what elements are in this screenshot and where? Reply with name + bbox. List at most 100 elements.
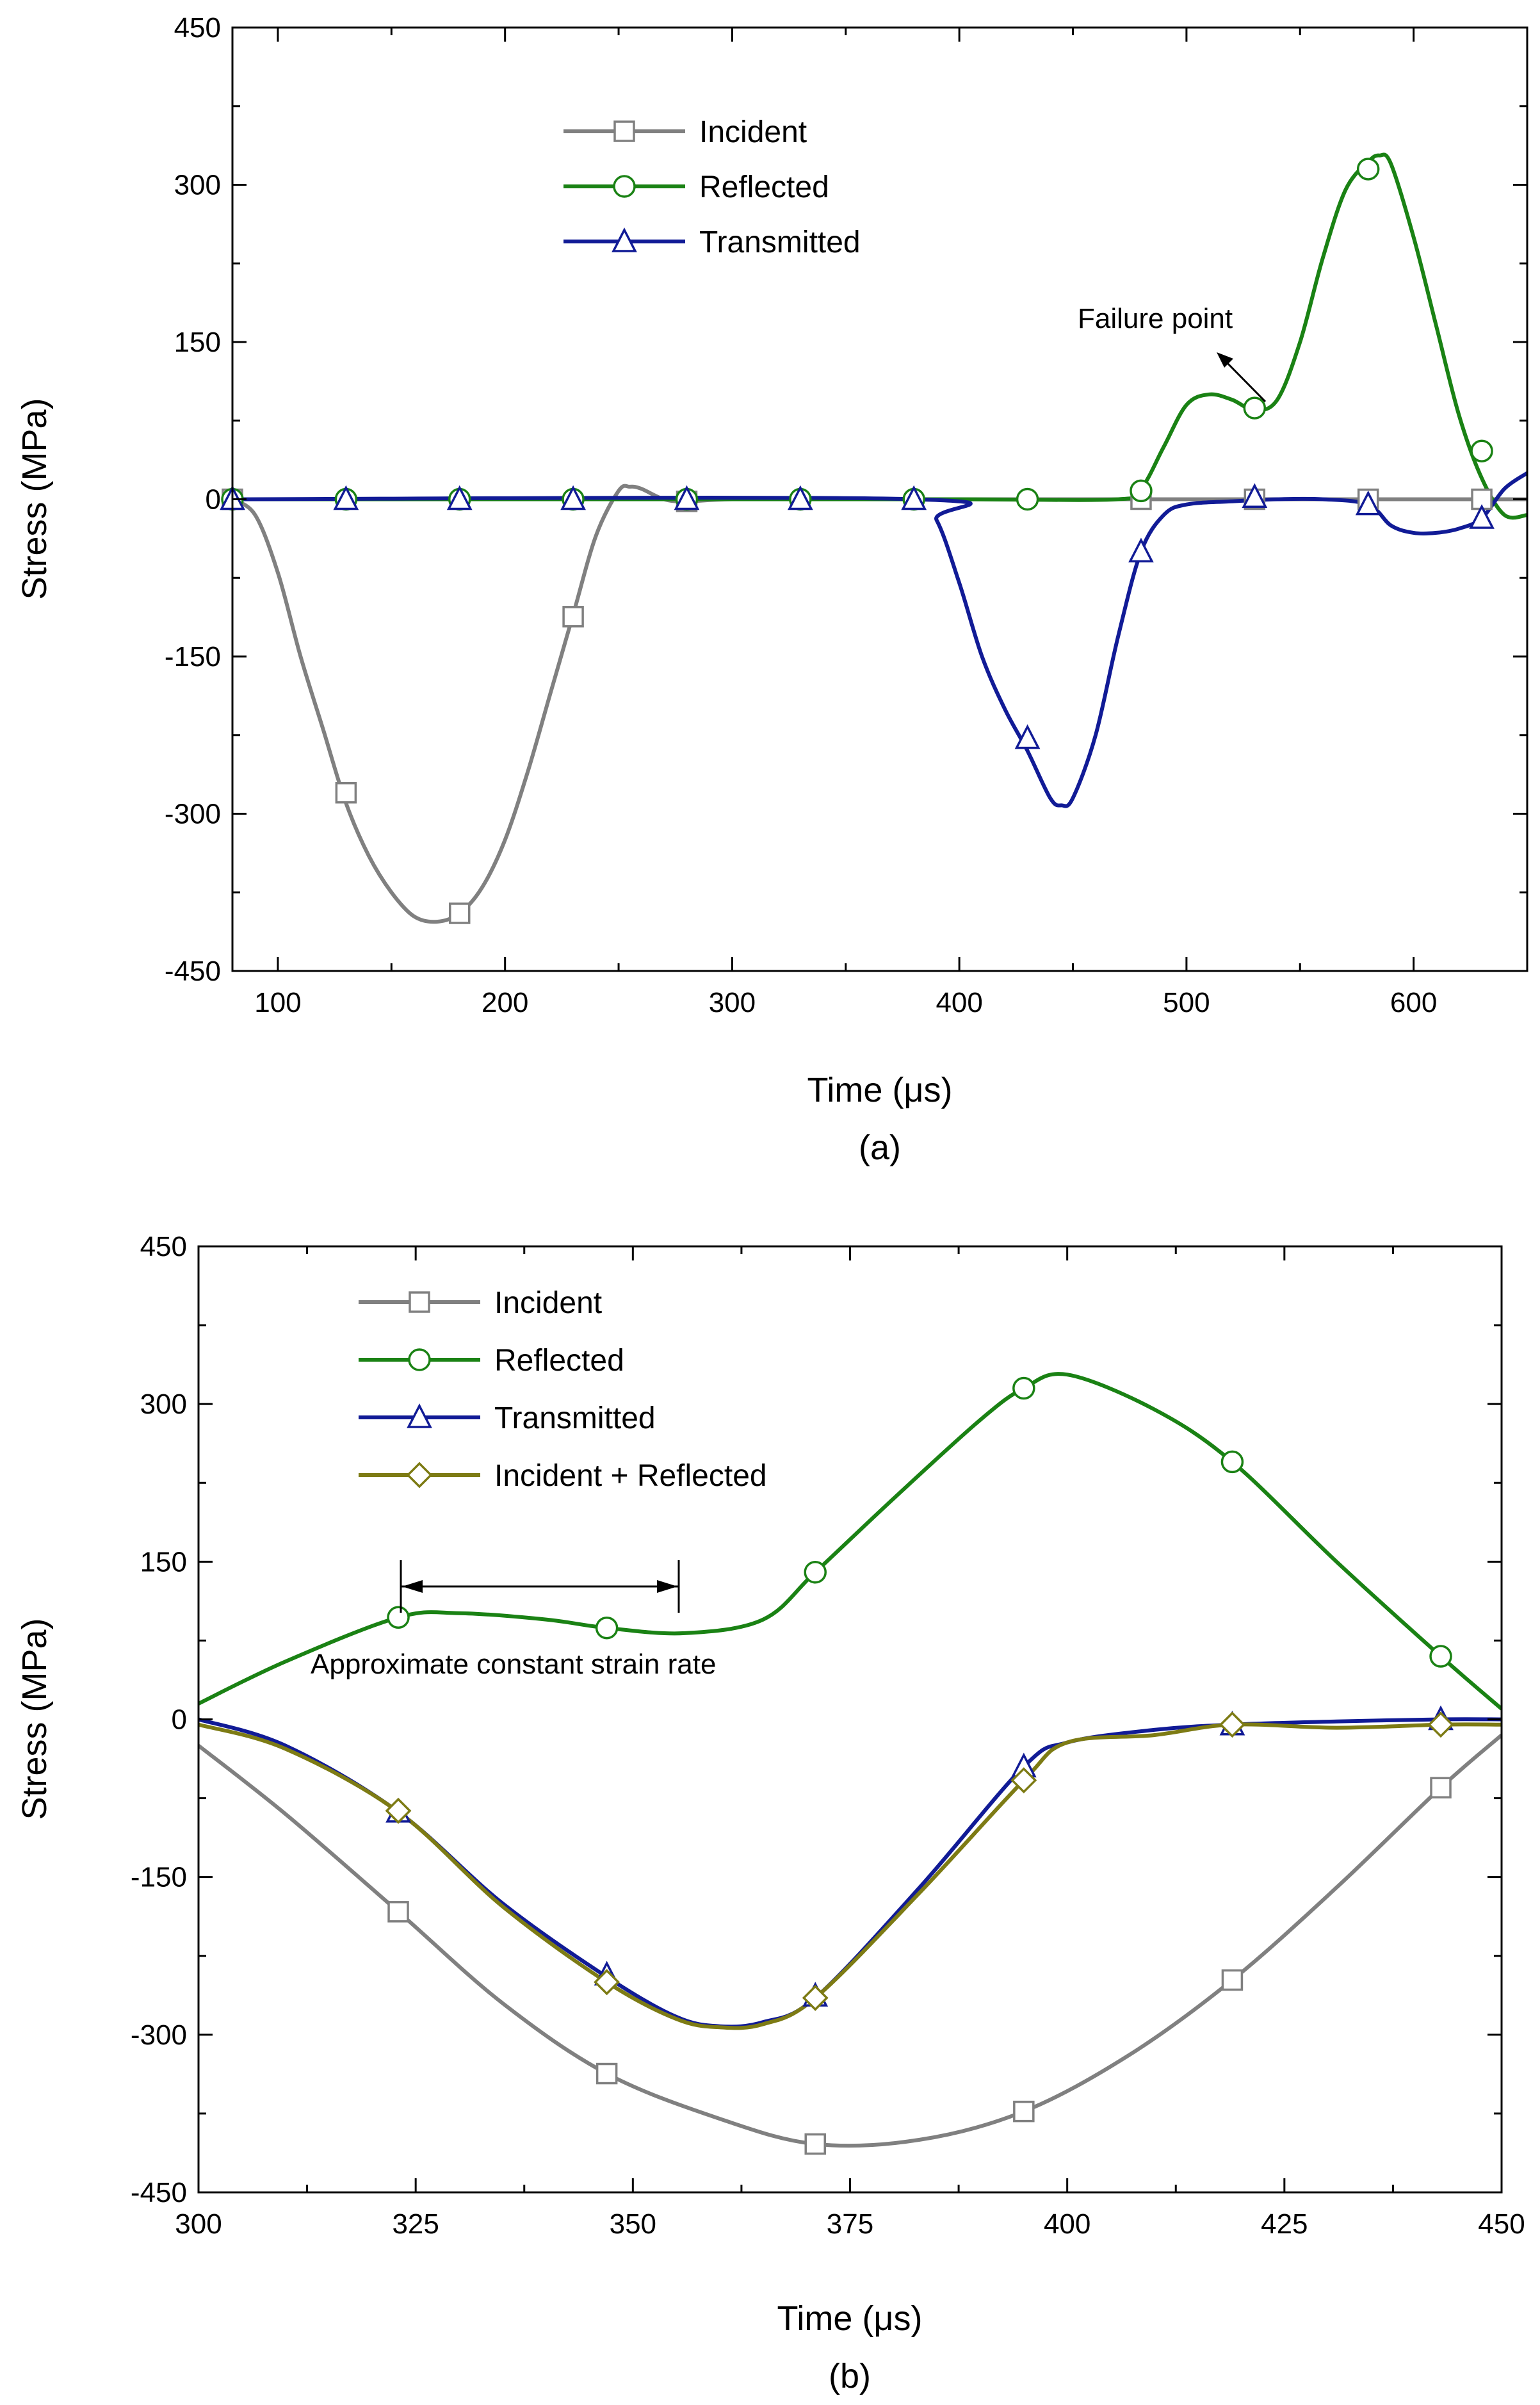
data-point-circle: [1356, 158, 1380, 181]
series-line-incident-reflected: [199, 1722, 1502, 2030]
data-point-triangle: [1128, 537, 1154, 563]
y-axis-title: Stress (MPa): [15, 398, 54, 599]
y-tick-label: -300: [165, 799, 221, 830]
legend-marker-triangle: [407, 1403, 432, 1428]
legend-label: Reflected: [699, 170, 829, 204]
data-point-triangle: [787, 485, 813, 510]
data-point-diamond: [1219, 1711, 1245, 1738]
panel-caption: (b): [829, 2357, 871, 2395]
x-axis-title: Time (μs): [807, 1071, 952, 1109]
y-tick-label: 450: [174, 12, 221, 44]
plot-frame: [197, 1245, 1503, 2194]
data-point-triangle: [901, 485, 927, 510]
legend-marker-square: [613, 120, 635, 142]
strain-rate-span-arrow: [400, 1560, 680, 1613]
data-point-diamond: [385, 1797, 412, 1824]
axis-ticks: 100 200 300 400 500 600 -450 -300 -150 0 150 300 450: [165, 12, 1528, 1018]
legend: Incident Reflected Transmitted Incident + R…: [359, 1286, 767, 1493]
series-layer: [199, 1372, 1502, 2148]
data-point-circle: [1016, 487, 1039, 511]
data-point-triangle: [674, 485, 700, 510]
y-tick-label: 300: [174, 170, 221, 201]
data-point-circle: [1243, 396, 1267, 420]
legend-label: Incident + Reflected: [494, 1459, 767, 1493]
x-tick-label: 325: [392, 2208, 439, 2240]
strain-rate-arrowhead-left: [402, 1580, 423, 1593]
legend-marker-circle: [408, 1348, 431, 1371]
data-point-square: [562, 606, 584, 628]
data-point-circle: [804, 1560, 827, 1584]
x-tick-label: 400: [1044, 2208, 1090, 2240]
legend-label: Transmitted: [699, 225, 861, 259]
axis-ticks: 300 325 350 375 400 425 450 -450 -300 -150 0 150 300…: [131, 1231, 1525, 2240]
data-point-circle: [1012, 1376, 1035, 1400]
data-point-circle: [1130, 479, 1153, 503]
data-point-square: [1430, 1777, 1452, 1798]
x-tick-label: 375: [827, 2208, 873, 2240]
data-point-square: [1013, 2100, 1035, 2123]
series-line-reflected: [199, 1372, 1502, 1711]
data-point-square: [596, 2062, 618, 2085]
chart-panel-a: Failure point 100 200 300 400 500 600 -450 -300…: [15, 12, 1528, 1167]
failure-point-arrowhead: [1217, 352, 1233, 368]
x-tick-label: 450: [1478, 2208, 1525, 2240]
y-tick-label: -450: [165, 956, 221, 987]
x-tick-label: 300: [175, 2208, 222, 2240]
x-tick-label: 200: [482, 987, 528, 1018]
y-tick-label: 150: [174, 327, 221, 358]
y-axis-title: Stress (MPa): [15, 1618, 54, 1820]
y-tick-label: -450: [131, 2177, 187, 2208]
data-point-circle: [1220, 1450, 1244, 1474]
data-point-diamond: [594, 1969, 620, 1996]
chart-panel-b: Approximate constant strain rate 300 325 3…: [15, 1231, 1525, 2395]
y-tick-label: 0: [172, 1704, 187, 1736]
strain-rate-arrowhead-right: [657, 1580, 677, 1593]
data-point-circle: [1470, 439, 1493, 462]
x-tick-label: 600: [1390, 987, 1437, 1018]
data-point-triangle: [1242, 483, 1268, 508]
data-point-diamond: [1427, 1711, 1454, 1738]
y-tick-label: 0: [206, 484, 221, 516]
x-tick-label: 400: [936, 987, 982, 1018]
marker-layer: [220, 158, 1495, 924]
legend-marker-triangle: [612, 227, 637, 252]
data-point-triangle: [1469, 504, 1495, 529]
y-tick-label: 450: [140, 1231, 187, 1262]
legend: Incident Reflected Transmitted: [563, 115, 861, 259]
failure-point-label: Failure point: [1078, 303, 1233, 334]
data-point-circle: [595, 1616, 619, 1640]
panel-caption: (a): [859, 1129, 901, 1167]
y-tick-label: 150: [140, 1546, 187, 1578]
series-line-reflected: [232, 152, 1527, 520]
data-point-circle: [387, 1606, 410, 1629]
series-line-transmitted: [199, 1717, 1502, 2029]
data-point-triangle: [1355, 490, 1381, 516]
data-point-square: [1221, 1969, 1244, 1991]
x-tick-label: 425: [1261, 2208, 1308, 2240]
legend-marker-square: [409, 1291, 430, 1313]
failure-point-arrow: [1222, 357, 1267, 403]
data-point-circle: [1429, 1645, 1452, 1668]
series-line-transmitted: [232, 471, 1527, 808]
series-line-incident: [232, 484, 1527, 924]
data-point-triangle: [560, 485, 586, 510]
x-tick-label: 300: [709, 987, 756, 1018]
strain-rate-label: Approximate constant strain rate: [311, 1649, 716, 1680]
y-tick-label: 300: [140, 1389, 187, 1420]
y-tick-label: -150: [131, 1862, 187, 1893]
legend-label: Transmitted: [494, 1401, 656, 1435]
x-axis-title: Time (μs): [777, 2299, 922, 2338]
series-layer: [232, 152, 1527, 924]
data-point-square: [804, 2133, 826, 2155]
series-line-incident: [199, 1733, 1502, 2148]
x-tick-label: 500: [1163, 987, 1210, 1018]
legend-label: Reflected: [494, 1344, 624, 1378]
y-tick-label: -150: [165, 641, 221, 673]
data-point-square: [387, 1901, 409, 1923]
data-point-diamond: [802, 1984, 829, 2011]
x-tick-label: 350: [610, 2208, 656, 2240]
annotation-layer: Failure point: [1078, 303, 1267, 403]
legend-label: Incident: [494, 1286, 602, 1320]
legend-label: Incident: [699, 115, 807, 149]
